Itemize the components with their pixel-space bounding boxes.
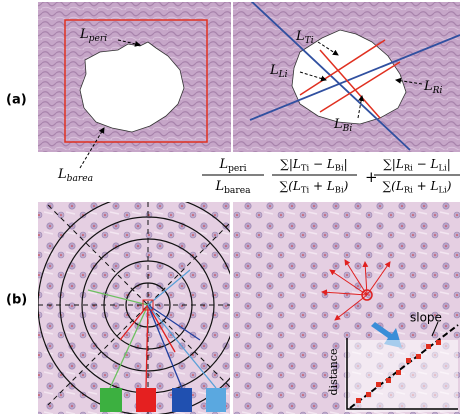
text-part: L bbox=[214, 179, 224, 194]
subscript: peri bbox=[228, 163, 247, 173]
subscript: barea bbox=[67, 173, 93, 183]
text-part: | bbox=[344, 157, 348, 171]
subscript: Bi bbox=[342, 123, 353, 133]
text-part: − L bbox=[413, 157, 439, 171]
bin bbox=[206, 388, 226, 412]
panel-label: (b) bbox=[6, 293, 27, 308]
subscript: Bi bbox=[335, 162, 344, 172]
subscript: Li bbox=[278, 69, 288, 79]
denominator: ∑(LTi + LBi) bbox=[280, 179, 349, 195]
numerator: ∑|LTi − LBi| bbox=[280, 157, 347, 173]
text-part: ∑|L bbox=[383, 157, 404, 171]
text-part: ∑(L bbox=[383, 179, 404, 193]
numerator: ∑|LRi − LLi| bbox=[383, 157, 451, 173]
bin bbox=[100, 388, 122, 412]
text-part: L bbox=[79, 27, 89, 42]
subscript: Ri bbox=[404, 162, 413, 172]
text-part: ) bbox=[343, 179, 349, 193]
text-part: L bbox=[269, 63, 279, 78]
text-part: L bbox=[295, 29, 305, 44]
text-part: + L bbox=[309, 179, 335, 193]
denominator: ∑(LRi + LLi) bbox=[383, 179, 452, 195]
figure: (a) (b) + slope distance LperiLbareaLTiL… bbox=[0, 0, 463, 416]
text-part: ∑|L bbox=[280, 157, 301, 171]
denominator: Lbarea bbox=[214, 179, 251, 196]
inset-axis-label: distance bbox=[327, 349, 340, 396]
subscript: Ti bbox=[305, 35, 314, 45]
subscript: peri bbox=[89, 33, 108, 43]
text-part: − L bbox=[309, 157, 335, 171]
text-part: | bbox=[447, 157, 451, 171]
operator: + bbox=[365, 168, 378, 186]
bin bbox=[172, 388, 192, 412]
inset-label: slope bbox=[410, 311, 442, 325]
text-part: L bbox=[218, 157, 228, 172]
bin bbox=[136, 388, 156, 412]
subscript: Ri bbox=[432, 85, 443, 95]
text-part: ∑(L bbox=[280, 179, 301, 193]
subscript: barea bbox=[224, 185, 251, 195]
numerator: Lperi bbox=[218, 157, 246, 174]
text-part: ) bbox=[446, 179, 452, 193]
text-part: L bbox=[333, 117, 343, 132]
text-part: L bbox=[423, 79, 433, 94]
subscript: Bi bbox=[335, 184, 344, 194]
text-part: L bbox=[57, 167, 67, 182]
text-part: + L bbox=[413, 179, 439, 193]
subscript: Ri bbox=[404, 184, 413, 194]
inset bbox=[345, 340, 458, 412]
image bbox=[38, 202, 230, 414]
panel-label: (a) bbox=[6, 93, 27, 108]
label: Lbarea bbox=[57, 167, 93, 184]
